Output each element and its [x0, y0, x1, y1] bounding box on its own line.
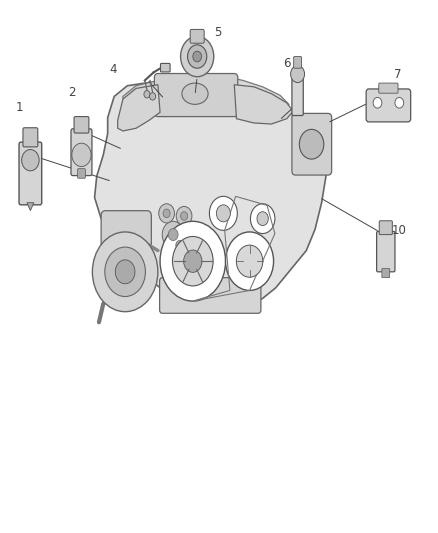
FancyBboxPatch shape: [154, 74, 238, 117]
Circle shape: [21, 150, 39, 171]
Text: 4: 4: [110, 63, 117, 76]
Circle shape: [150, 93, 155, 100]
Circle shape: [180, 212, 187, 220]
Text: 6: 6: [283, 57, 290, 70]
Circle shape: [105, 247, 145, 296]
FancyBboxPatch shape: [377, 231, 395, 272]
FancyBboxPatch shape: [366, 89, 411, 122]
Circle shape: [176, 240, 184, 250]
FancyBboxPatch shape: [74, 117, 89, 133]
Circle shape: [193, 51, 201, 62]
Circle shape: [237, 245, 263, 277]
Text: 1: 1: [15, 101, 23, 114]
Circle shape: [72, 143, 91, 166]
Text: 5: 5: [214, 26, 221, 39]
Circle shape: [216, 205, 230, 222]
FancyBboxPatch shape: [160, 63, 170, 72]
PathPatch shape: [123, 74, 289, 115]
Circle shape: [290, 66, 304, 83]
Circle shape: [299, 130, 324, 159]
Circle shape: [251, 204, 275, 233]
Circle shape: [159, 204, 174, 223]
Circle shape: [92, 232, 158, 312]
Circle shape: [173, 237, 213, 286]
Circle shape: [168, 229, 178, 240]
FancyBboxPatch shape: [101, 211, 151, 256]
FancyBboxPatch shape: [19, 142, 42, 205]
Circle shape: [184, 250, 202, 272]
FancyBboxPatch shape: [293, 56, 301, 68]
FancyBboxPatch shape: [78, 168, 85, 178]
FancyBboxPatch shape: [292, 114, 332, 175]
FancyBboxPatch shape: [379, 83, 398, 93]
FancyBboxPatch shape: [379, 221, 392, 235]
FancyBboxPatch shape: [159, 278, 261, 313]
Circle shape: [226, 232, 274, 290]
Text: 2: 2: [68, 86, 75, 99]
Circle shape: [115, 260, 135, 284]
Text: 7: 7: [394, 68, 402, 80]
PathPatch shape: [118, 85, 160, 131]
Text: 10: 10: [392, 224, 406, 237]
Circle shape: [209, 196, 237, 230]
FancyBboxPatch shape: [382, 269, 390, 278]
Circle shape: [373, 98, 382, 108]
FancyBboxPatch shape: [190, 29, 204, 43]
Ellipse shape: [182, 83, 208, 104]
Circle shape: [160, 221, 226, 301]
Circle shape: [176, 206, 192, 225]
Circle shape: [395, 98, 404, 108]
Polygon shape: [27, 203, 34, 211]
Circle shape: [180, 36, 214, 77]
Circle shape: [171, 235, 188, 256]
PathPatch shape: [234, 85, 293, 124]
Circle shape: [144, 91, 150, 98]
Circle shape: [187, 45, 207, 68]
Circle shape: [163, 209, 170, 217]
Circle shape: [162, 221, 184, 248]
FancyBboxPatch shape: [23, 128, 38, 147]
FancyBboxPatch shape: [71, 129, 92, 175]
PathPatch shape: [95, 75, 326, 312]
Circle shape: [257, 212, 268, 225]
FancyBboxPatch shape: [292, 78, 303, 116]
